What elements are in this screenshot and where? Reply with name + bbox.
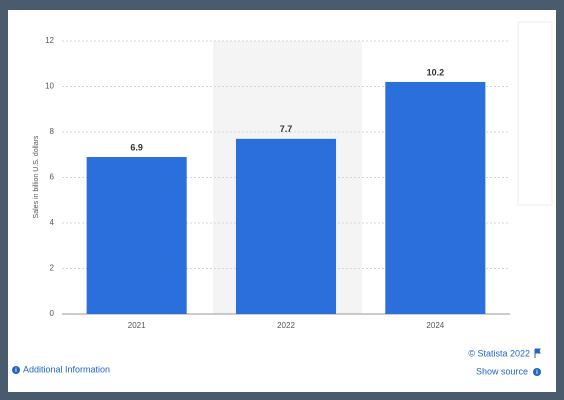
x-tick-label: 2022 — [277, 321, 295, 330]
y-tick-label: 4 — [50, 218, 55, 227]
copyright[interactable]: © Statista 2022 — [468, 348, 530, 358]
y-tick-label: 2 — [50, 264, 55, 273]
plot: 0 2 4 6 8 10 12 2021 6.9 2022 7.7 2024 10.2 — [45, 36, 510, 330]
data-label: 6.9 — [130, 142, 143, 152]
y-tick-label: 12 — [45, 36, 54, 45]
y-tick-label: 8 — [50, 127, 55, 136]
side-toolbar[interactable] — [517, 21, 553, 206]
flag-icon[interactable] — [534, 348, 541, 358]
y-tick-label: 6 — [50, 173, 55, 182]
data-label: 7.7 — [280, 124, 293, 134]
y-tick-label: 10 — [45, 82, 54, 91]
source-icon[interactable] — [533, 368, 541, 376]
data-label: 10.2 — [427, 67, 445, 77]
x-tick-label: 2024 — [426, 321, 444, 330]
additional-info[interactable]: Additional Information — [23, 364, 110, 374]
y-axis-label: Sales in billion U.S. dollars — [33, 135, 40, 218]
bar — [86, 157, 187, 314]
show-source[interactable]: Show source — [476, 366, 528, 376]
y-tick-label: 0 — [50, 309, 55, 318]
info-icon[interactable] — [12, 366, 20, 374]
info-icon-glyph: i — [15, 368, 17, 374]
source-icon-glyph: i — [536, 370, 538, 376]
bar — [235, 138, 337, 314]
x-tick-label: 2021 — [128, 321, 146, 330]
bar — [385, 81, 486, 314]
